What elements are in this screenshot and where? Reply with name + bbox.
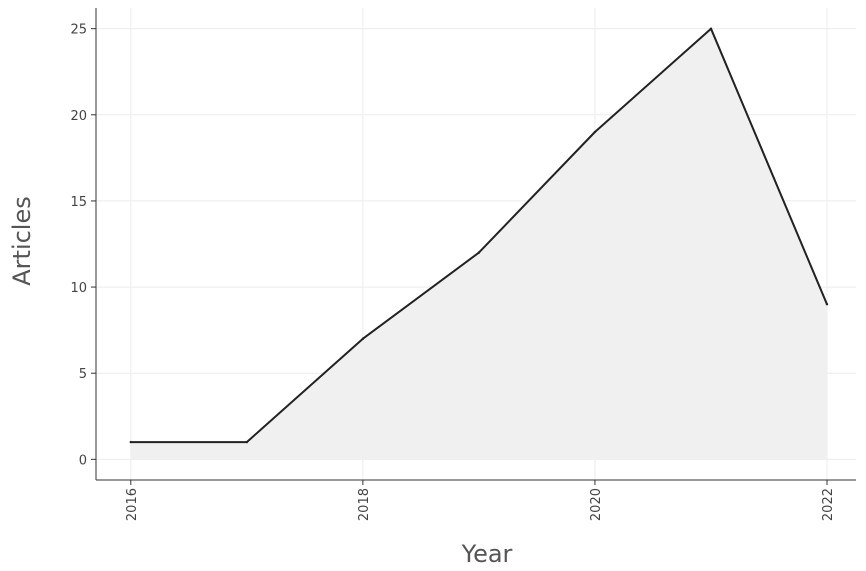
- area-fill: [130, 28, 828, 460]
- y-tick-label: 25: [70, 23, 87, 38]
- data-point-2020: [593, 130, 597, 134]
- data-point-2016: [129, 440, 133, 444]
- y-tick-label: 20: [70, 109, 87, 124]
- x-axis-ticks: 2016 2018 2020 2022: [125, 480, 836, 521]
- y-tick-label: 0: [79, 453, 87, 468]
- x-axis-title: Year: [461, 540, 513, 568]
- x-tick-label: 2020: [589, 488, 604, 521]
- x-tick-label: 2022: [821, 488, 836, 521]
- x-tick-label: 2016: [125, 488, 140, 521]
- y-tick-label: 10: [70, 281, 87, 296]
- axes: [95, 8, 856, 481]
- y-axis-ticks: 0 5 10 15 20 25: [70, 23, 96, 468]
- data-point-2021: [709, 27, 713, 30]
- data-point-2022: [825, 303, 829, 306]
- y-axis-title: Articles: [8, 196, 36, 286]
- x-tick-label: 2018: [357, 488, 372, 521]
- data-point-2018: [361, 337, 365, 340]
- y-tick-label: 5: [79, 367, 87, 382]
- y-tick-label: 15: [70, 195, 87, 210]
- data-point-2019: [477, 251, 481, 254]
- data-point-2017: [245, 440, 249, 444]
- data-points: [129, 27, 829, 444]
